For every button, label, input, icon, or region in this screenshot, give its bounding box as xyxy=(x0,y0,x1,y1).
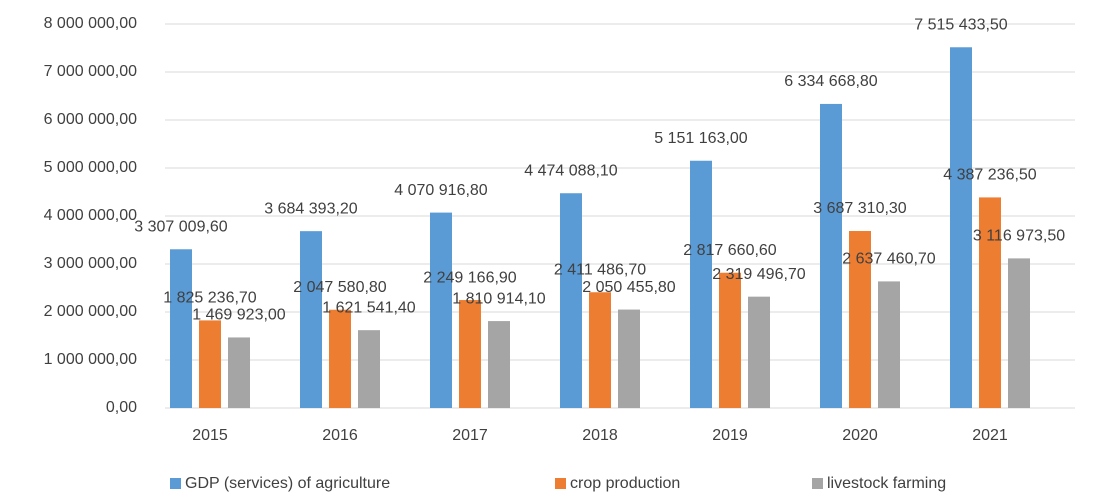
bar xyxy=(459,300,481,408)
y-tick-label: 0,00 xyxy=(106,399,137,416)
bar xyxy=(589,292,611,408)
bar xyxy=(618,309,640,408)
bar xyxy=(358,330,380,408)
y-tick-label: 5 000 000,00 xyxy=(44,159,138,176)
data-label: 3 116 973,50 xyxy=(973,228,1065,245)
bar xyxy=(300,231,322,408)
data-label: 2 050 455,80 xyxy=(582,279,676,296)
bar xyxy=(329,309,351,408)
y-tick-label: 4 000 000,00 xyxy=(44,207,138,224)
data-label: 1 621 541,40 xyxy=(322,299,416,316)
legend-label: crop production xyxy=(570,475,680,492)
data-label: 1 825 236,70 xyxy=(163,290,257,307)
legend-swatch xyxy=(555,478,566,489)
bar xyxy=(849,231,871,408)
legend-swatch xyxy=(170,478,181,489)
y-tick-label: 3 000 000,00 xyxy=(44,255,138,272)
y-tick-label: 6 000 000,00 xyxy=(44,111,138,128)
data-label: 2 637 460,70 xyxy=(842,251,936,268)
legend-label: GDP (services) of agriculture xyxy=(185,475,390,492)
bar xyxy=(228,337,250,408)
data-label: 1 810 914,10 xyxy=(452,290,546,307)
bar xyxy=(950,47,972,409)
bar xyxy=(979,197,1001,408)
data-label: 2 319 496,70 xyxy=(712,266,806,283)
x-tick-label: 2016 xyxy=(322,427,358,444)
x-tick-label: 2021 xyxy=(972,427,1008,444)
data-label: 7 515 433,50 xyxy=(914,16,1008,33)
data-label: 1 469 923,00 xyxy=(192,307,286,324)
bar xyxy=(820,103,842,408)
data-label: 5 151 163,00 xyxy=(654,130,748,147)
x-tick-label: 2018 xyxy=(582,427,618,444)
data-label: 2 249 166,90 xyxy=(423,269,517,286)
data-label: 2 411 486,70 xyxy=(554,261,646,278)
y-tick-label: 2 000 000,00 xyxy=(44,303,138,320)
x-tick-label: 2020 xyxy=(842,427,878,444)
bar xyxy=(748,296,770,408)
y-tick-label: 8 000 000,00 xyxy=(44,15,138,32)
bar xyxy=(488,321,510,408)
data-label: 2 817 660,60 xyxy=(683,242,777,259)
bar xyxy=(690,160,712,408)
y-tick-label: 1 000 000,00 xyxy=(44,351,138,368)
bar xyxy=(560,193,582,408)
legend-swatch xyxy=(812,478,823,489)
bar xyxy=(199,320,221,408)
y-tick-label: 7 000 000,00 xyxy=(44,63,138,80)
data-label: 6 334 668,80 xyxy=(784,73,878,90)
x-tick-label: 2019 xyxy=(712,427,748,444)
bar xyxy=(170,249,192,408)
data-label: 3 687 310,30 xyxy=(813,200,907,217)
x-tick-label: 2017 xyxy=(452,427,488,444)
data-label: 2 047 580,80 xyxy=(293,279,387,296)
data-label: 4 474 088,10 xyxy=(524,162,618,179)
data-label: 3 307 009,60 xyxy=(134,218,228,235)
bar xyxy=(719,272,741,408)
legend-label: livestock farming xyxy=(827,475,946,492)
data-label: 4 387 236,50 xyxy=(943,167,1037,184)
bar xyxy=(1008,258,1030,408)
bar xyxy=(430,212,452,408)
bar xyxy=(878,281,900,408)
data-label: 4 070 916,80 xyxy=(394,182,488,199)
data-label: 3 684 393,20 xyxy=(264,200,358,217)
x-tick-label: 2015 xyxy=(192,427,228,444)
